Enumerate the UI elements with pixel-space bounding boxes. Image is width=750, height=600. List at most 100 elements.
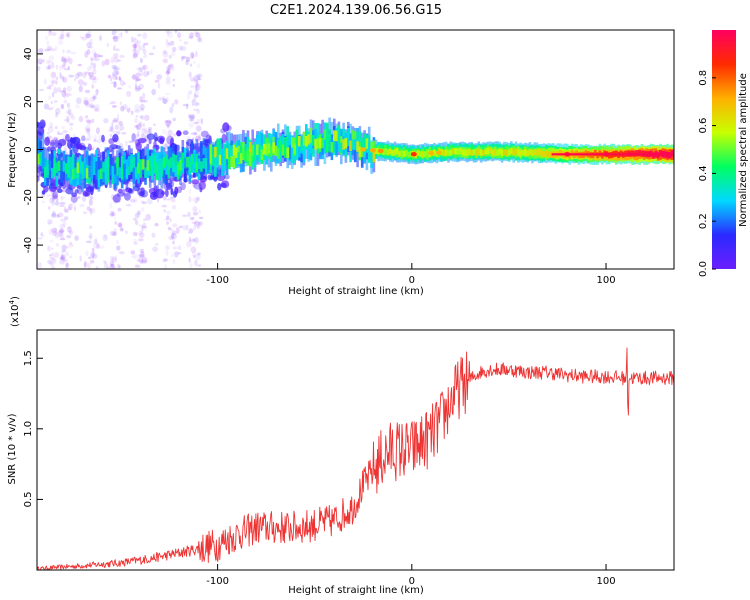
spectrum-noise-cell [114,255,118,261]
spectrum-noise-cell [163,196,167,201]
spectrum-ridge-cell [151,162,154,181]
spectrum-noise-cell [122,104,128,110]
spectrum-noise-cell [120,105,125,112]
spectrum-noise-cell [140,57,143,64]
spectrum-ridge-cell [244,151,247,162]
spectrum-ridge-cell [155,164,159,175]
spectrum-noise-cell [56,214,60,218]
spectrum-noise-cell [91,84,94,89]
spectrum-noise-cell [144,42,149,46]
spectrum-noise-cell [84,116,89,119]
spectrum-noise-cell [112,70,118,77]
spectrum-noise-cell [48,95,51,100]
spectrum-ridge-cell [284,137,287,156]
spectrum-noise-cell [49,261,55,267]
spectrum-noise-cell [49,85,52,90]
spectrum-scatter-cell [140,190,149,198]
spectrum-scatter-cell [87,143,93,151]
spectrum-ridge-cell [484,148,488,155]
spectrum-noise-cell [148,129,151,133]
spectrum-noise-cell [139,115,143,119]
spectrum-noise-cell [84,138,90,141]
spectrum-noise-cell [103,233,107,240]
spectrum-noise-cell [119,77,122,82]
spectrum-ridge-cell [398,150,401,157]
spectrum-noise-cell [62,87,67,94]
spectrum-noise-cell [59,34,65,40]
spectrum-noise-cell [116,245,121,251]
spectrum-ridge-cell [524,149,527,156]
spectrum-ridge-cell [402,150,406,157]
spectrum-noise-cell [63,58,67,65]
spectrum-noise-cell [147,198,153,205]
spectrum-noise-cell [98,134,103,140]
spectrum-noise-cell [119,80,125,87]
spectrum-ridge-cell [405,150,408,157]
spectrum-noise-cell [193,220,200,227]
spectrum-noise-cell [113,228,117,236]
spectrum-noise-cell [133,232,138,237]
spectrum-noise-cell [131,74,137,80]
spectrum-noise-cell [128,85,131,89]
spectrum-ridge-cell [99,168,103,179]
spectrum-ridge-cell [326,134,329,146]
spectrum-noise-cell [114,30,119,34]
spectrum-noise-cell [198,221,204,226]
spectrum-ridge-cell [125,169,129,180]
spectrum-ridge-cell [60,164,63,183]
spectrum-noise-cell [169,106,174,114]
spectrum-noise-cell [165,38,168,45]
spectrum-ridge-cell [200,161,203,172]
spectrum-noise-cell [48,107,53,111]
spectrum-ridge-cell [197,158,201,170]
spectrum-ridge-cell [386,149,390,156]
spectrum-noise-cell [44,78,47,85]
spectrum-ridge-cell [120,169,124,180]
spectrum-ridge-cell [44,166,47,178]
spectrum-ridge-cell [76,162,80,174]
spectrum-scatter-cell [163,181,171,191]
spectrum-ridge-cell [314,138,317,150]
spectrum-noise-cell [148,52,154,56]
spectrum-ridge-cell [95,162,98,173]
spectrum-scatter-cell [39,119,46,129]
spectrum-noise-cell [133,44,137,51]
spectrum-noise-cell [79,203,85,208]
spectrum-ridge-cell [342,139,345,150]
snr-plot-area [37,330,674,570]
spectrum-noise-cell [152,246,159,253]
spectrum-ridge-cell [67,156,70,167]
spectrum-noise-cell [193,102,200,107]
spectrum-noise-cell [87,32,92,36]
spectrum-ridge-cell [353,139,357,151]
colorbar-tick-label: 0.0 [698,261,709,277]
spectrum-ridge-cell [433,149,436,156]
spectrum-noise-cell [65,92,70,97]
spectrum-noise-cell [140,187,145,191]
spectrum-noise-cell [195,79,199,86]
spectrum-ridge-cell [190,153,194,165]
spectrum-noise-cell [90,207,96,214]
snr-ytick-label: 0.5 [23,491,34,507]
spectrum-noise-cell [195,51,198,58]
spectrum-noise-cell [162,259,166,263]
spectrum-noise-cell [188,90,193,95]
spectrum-noise-cell [133,197,138,203]
spectrum-scatter-cell [118,188,123,194]
spectrum-noise-cell [117,207,122,212]
spectrum-noise-cell [164,263,167,269]
spectrum-noise-cell [193,131,198,136]
spectrum-noise-cell [89,208,93,214]
spectrum-noise-cell [112,231,117,237]
spectrum-noise-cell [136,124,139,130]
spectrum-noise-cell [193,226,197,231]
spectrum-noise-cell [114,221,117,225]
spectrum-ridge-cell [53,163,56,175]
spectrum-noise-cell [165,30,168,34]
spectrum-noise-cell [133,241,138,246]
colorbar-tick-label: 0.4 [698,165,709,181]
spectrum-noise-cell [60,195,63,202]
spectrum-noise-cell [137,44,142,51]
spectrum-ridge-cell [288,134,292,146]
spectrum-scatter-cell [71,192,77,197]
